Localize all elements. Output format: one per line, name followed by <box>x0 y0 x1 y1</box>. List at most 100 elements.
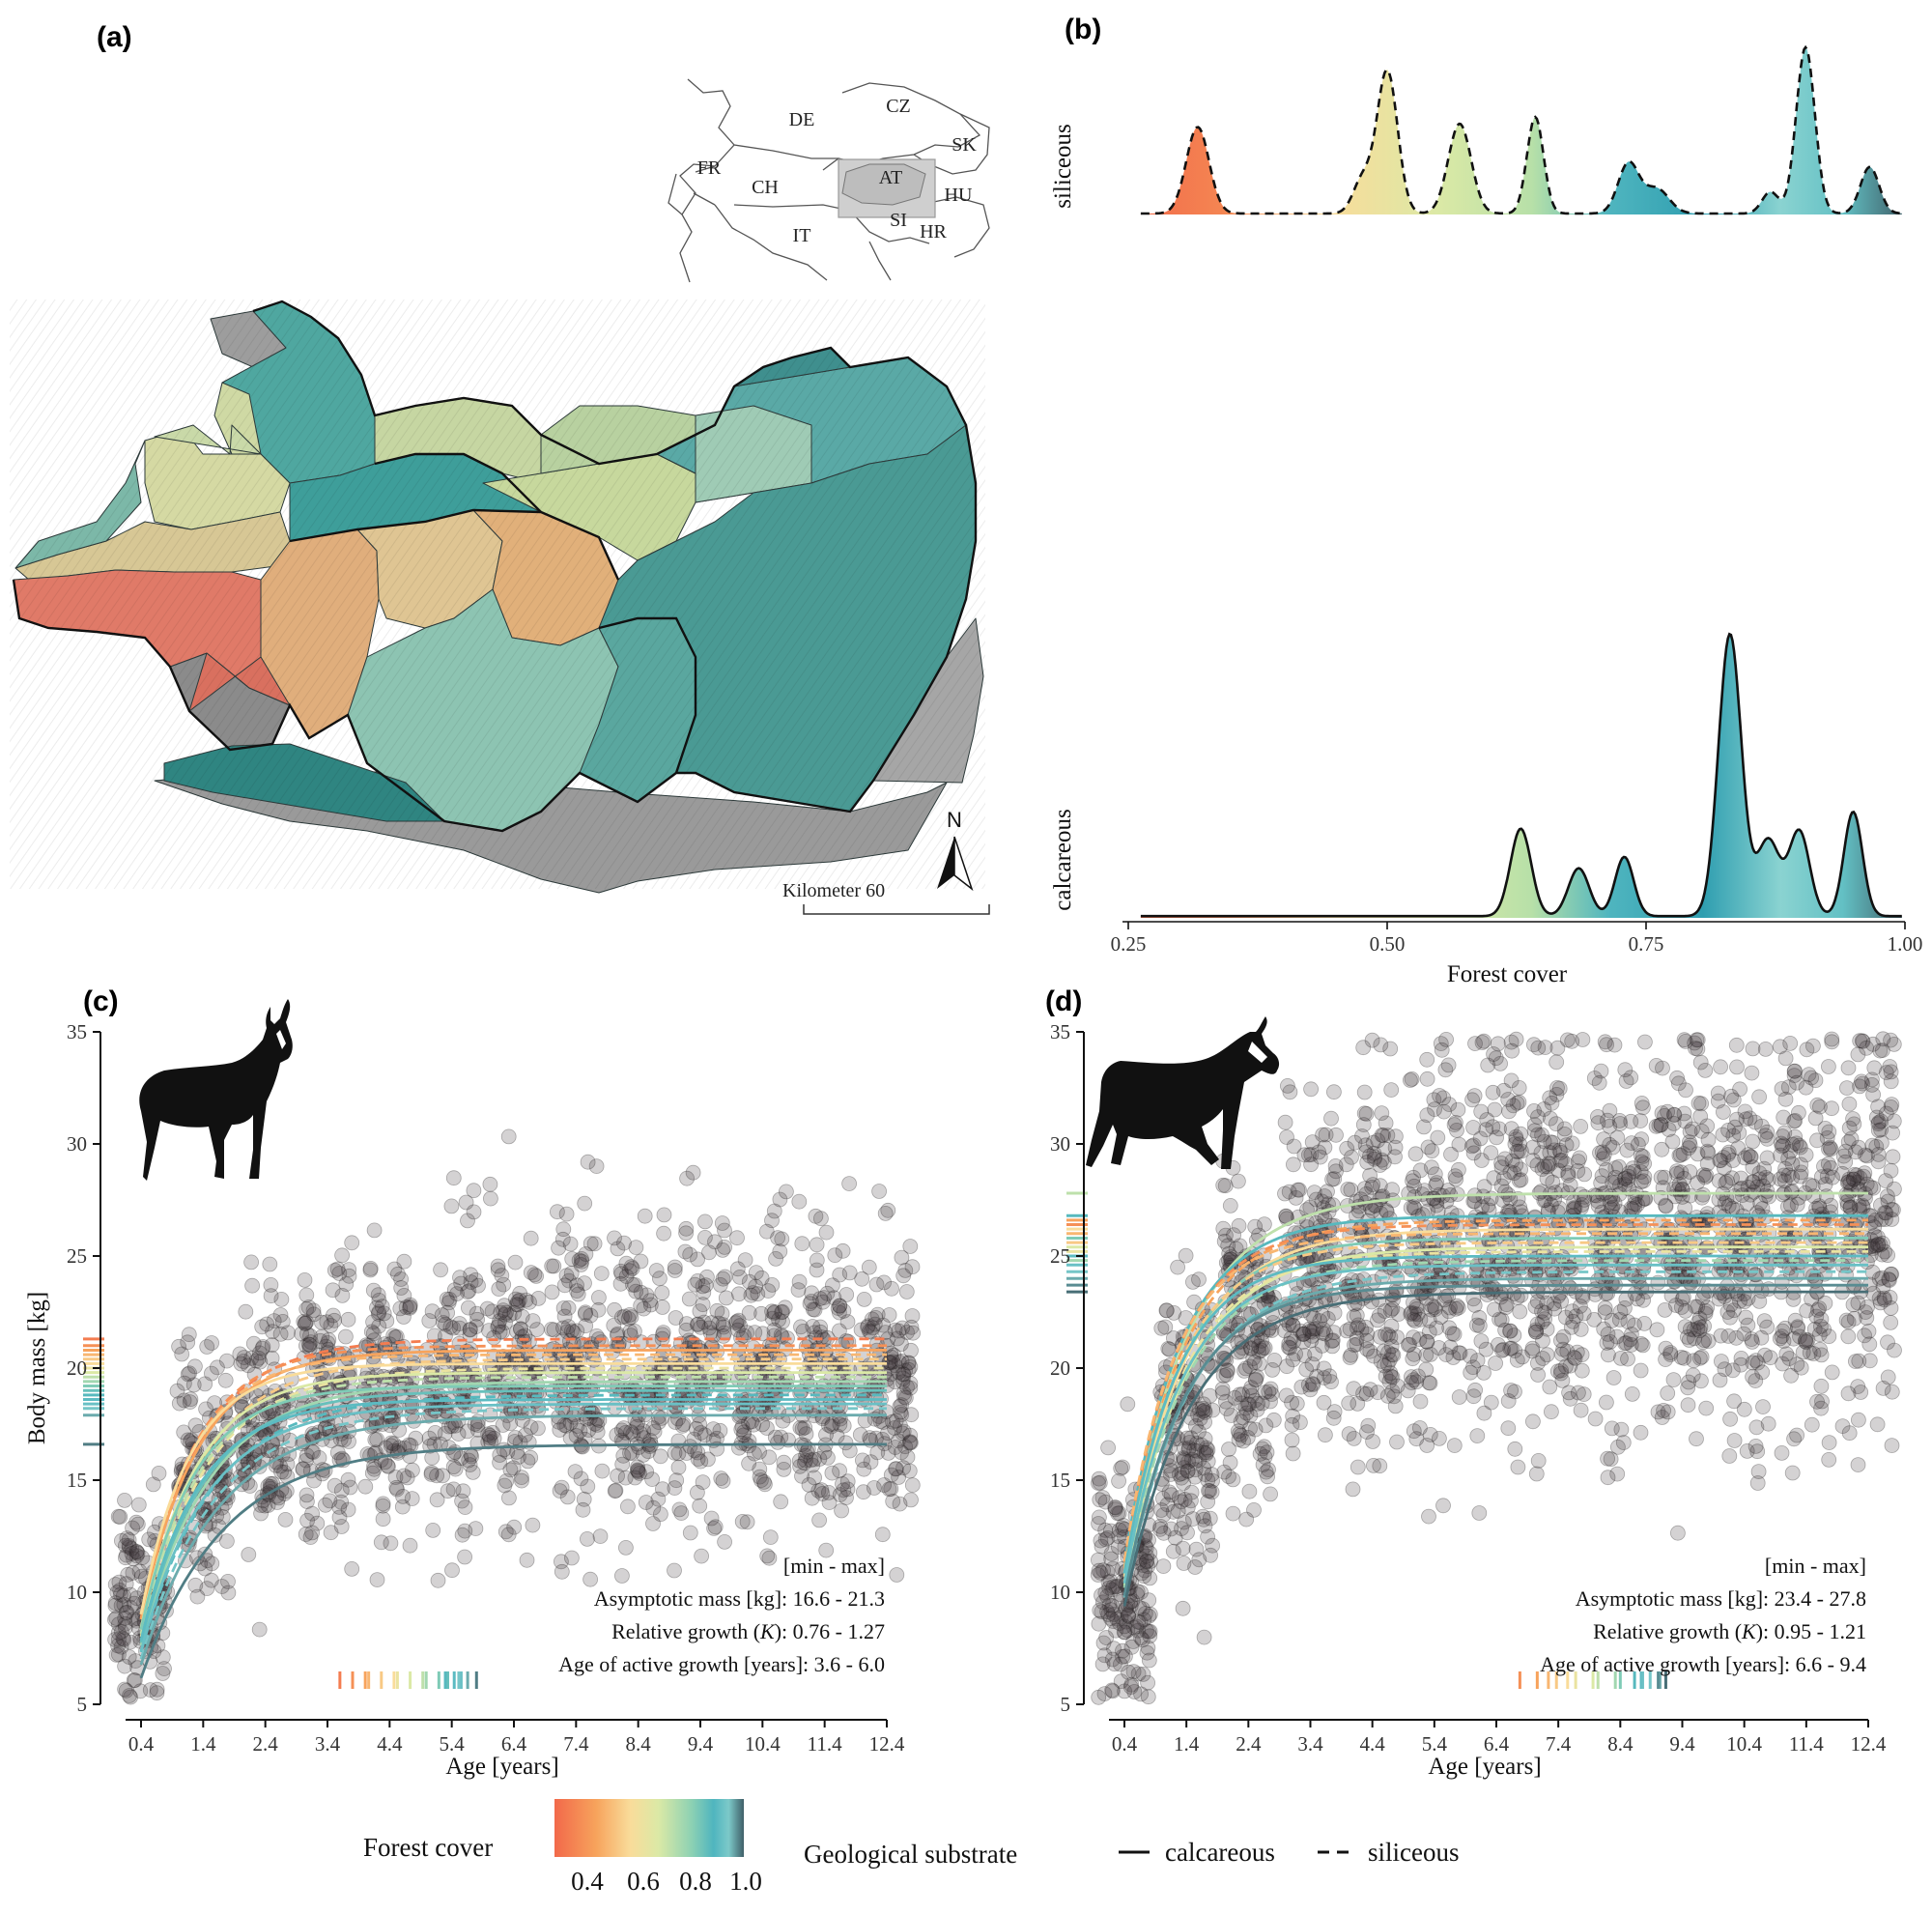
data-point <box>217 1496 234 1511</box>
data-point <box>452 1270 468 1286</box>
data-point <box>1309 1368 1324 1385</box>
data-point <box>262 1256 278 1272</box>
data-point <box>460 1284 475 1300</box>
data-point <box>1503 1121 1520 1137</box>
data-point <box>240 1474 256 1491</box>
legend-ramp-tick-label: 1.0 <box>729 1867 762 1896</box>
data-point <box>1094 1587 1109 1604</box>
data-point <box>396 1288 412 1303</box>
data-point <box>426 1328 442 1344</box>
data-point <box>242 1478 258 1494</box>
data-point <box>461 1283 477 1299</box>
data-point <box>107 1597 124 1613</box>
data-point <box>466 1204 482 1220</box>
data-point <box>885 1494 901 1509</box>
data-point <box>1623 1113 1639 1129</box>
data-point <box>1231 1173 1246 1189</box>
data-point <box>1821 1452 1837 1468</box>
data-point <box>1721 1448 1738 1464</box>
data-point <box>1861 1324 1877 1339</box>
data-point <box>692 1498 708 1514</box>
data-point <box>558 1206 575 1222</box>
data-point <box>117 1537 133 1554</box>
y-tick-label: 5 <box>77 1693 88 1716</box>
data-point <box>457 1499 473 1515</box>
data-point <box>1530 1127 1546 1143</box>
data-point <box>482 1176 498 1192</box>
data-point <box>294 1326 310 1342</box>
data-point <box>203 1365 219 1382</box>
data-point <box>1655 1060 1670 1076</box>
data-point <box>1600 1470 1616 1486</box>
inset-border-ch <box>693 165 716 206</box>
data-point <box>615 1447 632 1464</box>
data-point <box>1389 1434 1405 1450</box>
north-arrow-right <box>953 836 974 892</box>
data-point <box>729 1230 745 1246</box>
data-point <box>130 1497 147 1513</box>
inset-label-fr: FR <box>697 157 722 179</box>
data-point <box>1692 1319 1709 1335</box>
data-point <box>824 1465 840 1481</box>
data-point <box>707 1519 724 1535</box>
data-point <box>402 1299 418 1315</box>
data-point <box>446 1282 463 1298</box>
data-point <box>497 1477 513 1494</box>
data-point <box>820 1417 837 1433</box>
data-point <box>1714 1354 1729 1369</box>
data-point <box>510 1345 526 1360</box>
data-point <box>1263 1393 1278 1410</box>
data-point <box>439 1291 455 1307</box>
x-tick-label: 8.4 <box>626 1732 652 1756</box>
data-point <box>421 1313 438 1328</box>
data-point <box>1600 1112 1615 1128</box>
data-point <box>421 1430 438 1446</box>
data-point <box>1349 1336 1365 1353</box>
x-tick-label: 10.4 <box>1726 1732 1762 1756</box>
data-point <box>155 1649 171 1666</box>
data-point <box>578 1306 593 1322</box>
data-point <box>616 1308 633 1325</box>
data-point <box>119 1605 135 1620</box>
data-point <box>776 1454 792 1470</box>
data-point <box>297 1315 313 1331</box>
legend: Forest cover 0.4 0.6 0.8 1.0 Geological sub… <box>363 1799 1460 1896</box>
data-point <box>440 1295 457 1311</box>
data-point <box>632 1425 648 1442</box>
data-point <box>1747 1353 1764 1368</box>
inset-label-si: SI <box>890 210 907 231</box>
annotation-active-growth: Age of active growth [years]: 6.6 - 9.4 <box>1540 1652 1866 1676</box>
data-point <box>736 1328 752 1344</box>
inset-border-fr <box>668 173 683 215</box>
data-point <box>186 1358 203 1375</box>
data-point <box>507 1254 524 1271</box>
data-point <box>389 1266 406 1282</box>
data-point <box>645 1499 662 1516</box>
data-point <box>113 1597 129 1613</box>
data-point <box>296 1314 312 1329</box>
density-fill-siliceous <box>1140 47 1902 214</box>
data-point <box>203 1572 219 1588</box>
data-point <box>129 1545 146 1561</box>
data-point <box>255 1339 271 1355</box>
data-point <box>614 1456 631 1472</box>
data-point <box>1321 1368 1338 1385</box>
data-point <box>1247 1218 1264 1235</box>
inset-border-de <box>679 78 735 283</box>
data-point <box>1698 1400 1715 1416</box>
data-point <box>236 1350 252 1365</box>
data-point <box>609 1427 625 1443</box>
data-point <box>606 1318 622 1333</box>
data-point <box>325 1307 341 1324</box>
data-point <box>383 1535 399 1552</box>
data-point <box>402 1297 418 1313</box>
data-point <box>667 1263 683 1278</box>
inset-map <box>668 78 990 283</box>
inset-austria-shape <box>841 163 926 206</box>
data-point <box>298 1452 314 1469</box>
data-point <box>629 1419 644 1435</box>
data-point <box>1662 1232 1679 1248</box>
data-point <box>613 1266 630 1282</box>
data-point <box>1382 1365 1399 1381</box>
